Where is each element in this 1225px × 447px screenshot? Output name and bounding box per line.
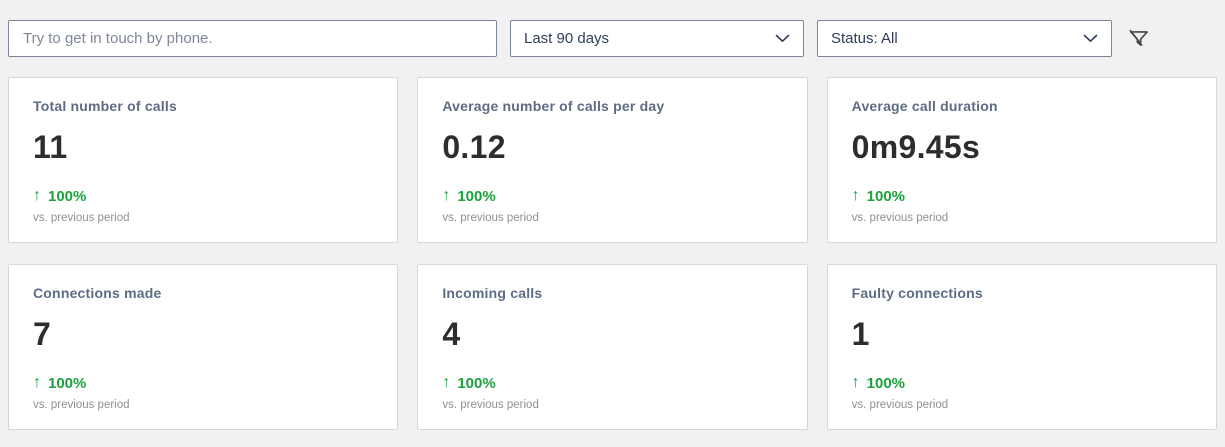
card-title: Incoming calls [442, 285, 543, 301]
card-title: Average call duration [851, 98, 998, 114]
chevron-down-icon [775, 34, 790, 42]
card-note: vs. previous period [442, 212, 539, 224]
card-value: 4 [442, 316, 461, 352]
status-dropdown[interactable]: Status: All [817, 20, 1112, 57]
kpi-card-grid: Total number of calls 11 ↑ 100% vs. prev… [8, 77, 1217, 430]
trend-percent: 100% [48, 374, 87, 392]
card-trend: ↑ 100% [442, 187, 782, 205]
card-avg-call-duration: Average call duration 0m9.45s ↑ 100% vs.… [826, 77, 1217, 243]
period-dropdown[interactable]: Last 90 days [510, 20, 804, 57]
filter-off-icon [1129, 29, 1148, 46]
card-trend: ↑ 100% [33, 374, 373, 392]
card-connections-made: Connections made 7 ↑ 100% vs. previous p… [8, 264, 399, 430]
card-title: Faulty connections [851, 285, 983, 301]
chevron-down-icon [1083, 34, 1098, 42]
card-note: vs. previous period [33, 212, 130, 224]
trend-up-arrow-icon: ↑ [442, 374, 451, 391]
card-note: vs. previous period [33, 399, 130, 411]
card-trend: ↑ 100% [33, 187, 373, 205]
card-value: 0m9.45s [851, 129, 981, 165]
card-note: vs. previous period [851, 399, 949, 411]
search-input[interactable] [8, 20, 497, 57]
card-value: 7 [33, 316, 52, 352]
card-value: 1 [851, 316, 870, 352]
card-title: Connections made [33, 285, 162, 301]
card-trend: ↑ 100% [852, 374, 1192, 392]
card-title: Total number of calls [33, 98, 177, 114]
trend-percent: 100% [48, 187, 87, 205]
card-trend: ↑ 100% [852, 187, 1192, 205]
card-note: vs. previous period [851, 212, 949, 224]
card-trend: ↑ 100% [442, 374, 782, 392]
trend-up-arrow-icon: ↑ [442, 187, 451, 204]
trend-percent: 100% [866, 187, 906, 205]
trend-up-arrow-icon: ↑ [851, 187, 860, 204]
period-dropdown-value: Last 90 days [524, 30, 610, 47]
clear-filters-button[interactable] [1123, 23, 1155, 55]
card-value: 0.12 [442, 129, 506, 165]
status-dropdown-value: Status: All [831, 30, 898, 47]
trend-up-arrow-icon: ↑ [851, 374, 860, 391]
trend-up-arrow-icon: ↑ [33, 187, 41, 204]
card-note: vs. previous period [442, 399, 539, 411]
card-avg-calls-per-day: Average number of calls per day 0.12 ↑ 1… [417, 77, 808, 243]
trend-percent: 100% [866, 374, 906, 392]
card-incoming-calls: Incoming calls 4 ↑ 100% vs. previous per… [417, 264, 808, 430]
trend-percent: 100% [457, 187, 496, 205]
trend-percent: 100% [457, 374, 496, 392]
card-title: Average number of calls per day [442, 98, 665, 114]
card-value: 11 [33, 129, 68, 165]
card-faulty-connections: Faulty connections 1 ↑ 100% vs. previous… [826, 264, 1217, 430]
trend-up-arrow-icon: ↑ [33, 374, 41, 391]
card-total-calls: Total number of calls 11 ↑ 100% vs. prev… [8, 77, 399, 243]
